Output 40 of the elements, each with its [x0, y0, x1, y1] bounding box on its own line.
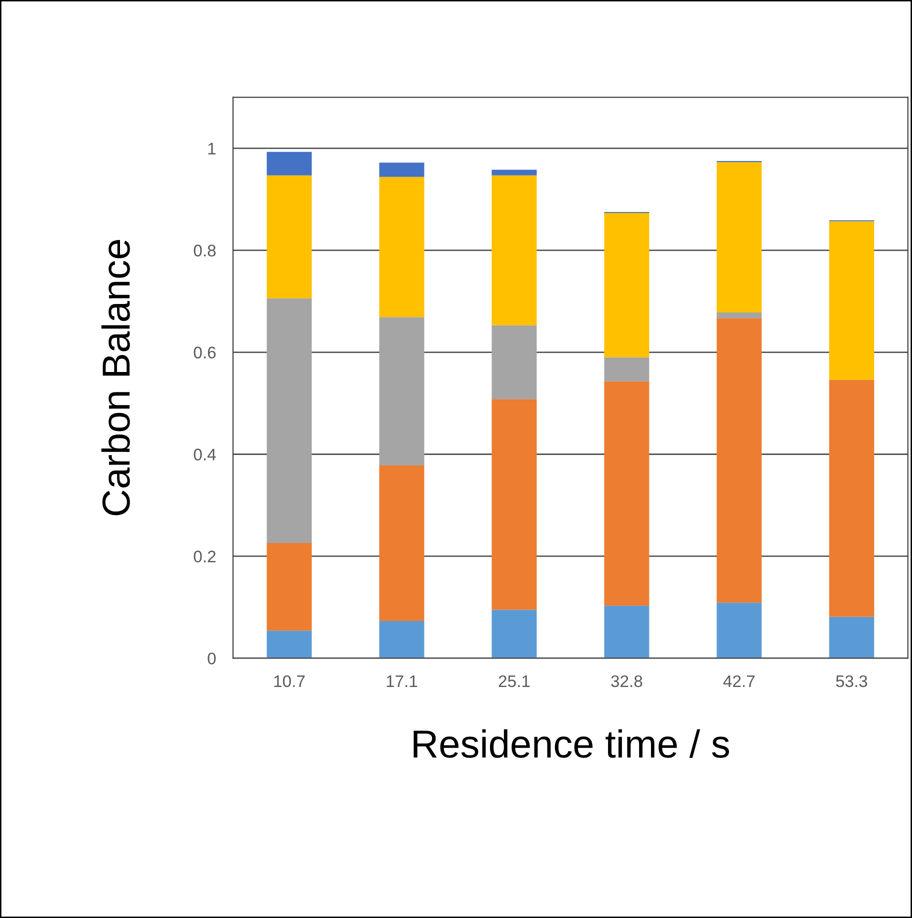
bar — [492, 325, 537, 400]
bar — [379, 162, 424, 177]
x-tick-label: 25.1 — [498, 675, 530, 688]
bar — [379, 620, 424, 658]
bar — [604, 381, 650, 606]
bar — [716, 318, 762, 603]
bar — [492, 610, 537, 658]
bar — [716, 162, 762, 312]
bar — [266, 630, 312, 658]
y-tick-label: 0.2 — [194, 550, 216, 562]
x-tick-label: 10.7 — [274, 675, 305, 688]
y-tick-label: 0 — [208, 652, 216, 664]
bar — [266, 152, 312, 176]
bar — [829, 616, 874, 658]
x-tick-label: 32.8 — [611, 675, 642, 688]
x-tick-label: 42.7 — [723, 675, 755, 687]
x-tick-label: 53.3 — [836, 675, 868, 688]
bar — [716, 602, 762, 658]
bar — [604, 606, 650, 658]
y-tick-label: 1 — [208, 142, 216, 154]
x-axis-title: Residence time / s — [414, 729, 730, 758]
bar — [379, 317, 424, 466]
bar — [379, 465, 424, 621]
bar — [829, 221, 874, 380]
bar — [492, 175, 537, 326]
x-tick-label: 17.1 — [386, 675, 418, 687]
bar — [492, 399, 537, 610]
bar — [266, 542, 312, 631]
y-axis-title: Carbon Balance — [101, 240, 130, 516]
y-tick-label: 0.6 — [194, 346, 216, 358]
y-tick-label: 0.4 — [194, 448, 216, 460]
bar — [266, 298, 312, 543]
bar — [379, 176, 424, 318]
bar — [266, 175, 312, 298]
bar — [604, 213, 650, 358]
y-tick-label: 0.8 — [194, 244, 216, 256]
bar — [716, 312, 762, 318]
bar — [492, 170, 537, 176]
bar — [604, 357, 650, 382]
bar — [829, 380, 874, 617]
